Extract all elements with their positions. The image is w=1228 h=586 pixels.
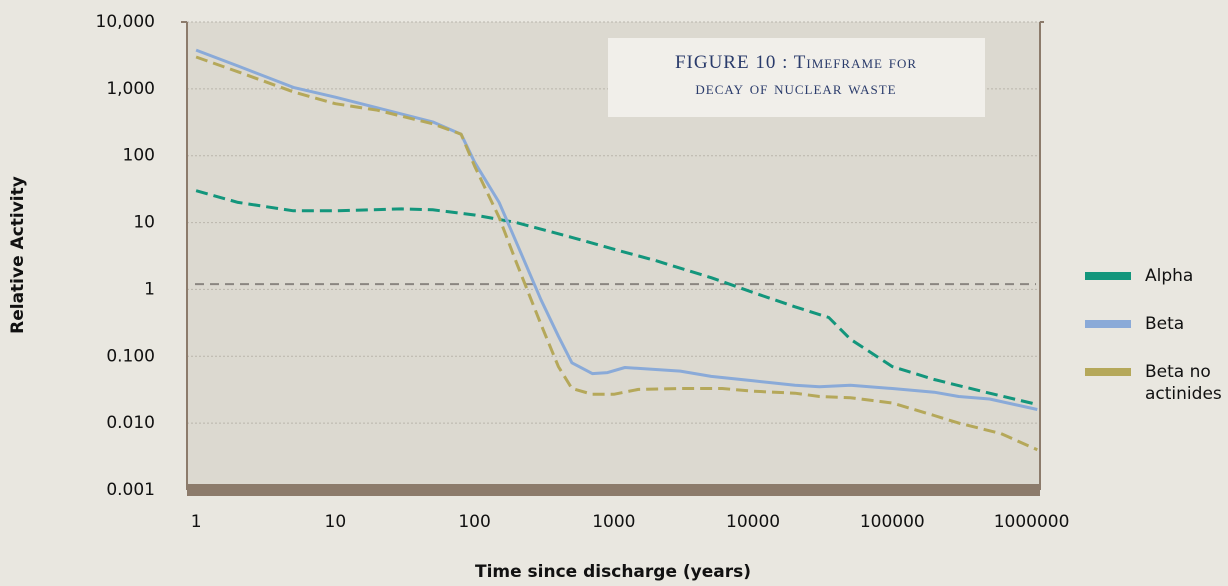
y-axis-label: Relative Activity: [8, 176, 28, 334]
series-line: [195, 189, 1038, 406]
legend-label-line: actinides: [1145, 384, 1222, 404]
chart-title: FIGURE 10 : Timeframe for decay of nuclea…: [675, 52, 917, 99]
x-tick-label: 100000: [860, 512, 925, 532]
x-tick-label: 1000000: [994, 512, 1070, 532]
legend-label-line: Beta no: [1145, 362, 1211, 382]
legend-swatch: [1085, 368, 1131, 376]
legend-label: Alpha: [1145, 266, 1193, 286]
title-box: [608, 38, 985, 117]
x-tick-label: 10000: [726, 512, 780, 532]
chart-title-line: decay of nuclear waste: [695, 78, 896, 99]
x-tick-label: 100: [458, 512, 490, 532]
legend-swatch: [1085, 320, 1131, 328]
y-tick-label: 100: [123, 146, 155, 166]
y-tick-label: 1: [144, 279, 155, 299]
series-line: [195, 55, 1038, 452]
x-axis-label: Time since discharge (years): [475, 562, 751, 582]
legend-label: Beta no actinides: [1145, 362, 1222, 404]
y-tick-label: 10: [133, 213, 155, 233]
chart-title-line: FIGURE 10 : Timeframe for: [675, 52, 917, 73]
y-tick-label: 0.100: [106, 346, 155, 366]
legend-swatch: [1085, 272, 1131, 280]
x-tick-label: 1: [191, 512, 202, 532]
y-tick-label: 1,000: [106, 79, 155, 99]
series-line: [195, 48, 1038, 411]
y-tick-label: 0.001: [106, 480, 155, 500]
x-tick-label: 1000: [592, 512, 635, 532]
x-tick-label: 10: [325, 512, 347, 532]
y-tick-label: 0.010: [106, 413, 155, 433]
y-tick-label: 10,000: [96, 12, 155, 32]
x-axis-bar: [187, 484, 1040, 496]
legend-label: Beta: [1145, 314, 1184, 334]
